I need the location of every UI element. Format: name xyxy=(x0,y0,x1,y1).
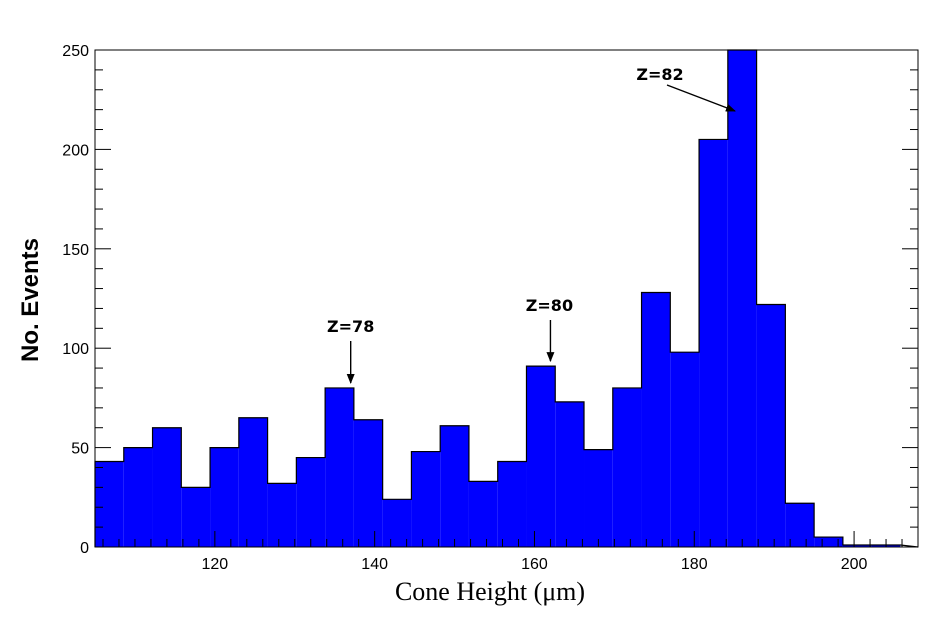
histogram-bar xyxy=(727,50,757,547)
histogram-bar xyxy=(152,427,182,547)
histogram-bar xyxy=(325,387,354,547)
y-tick-label: 0 xyxy=(80,540,89,557)
y-tick-label: 200 xyxy=(62,142,89,159)
histogram-bar xyxy=(123,447,153,547)
plot-frame xyxy=(94,49,919,548)
histogram-bar xyxy=(641,292,671,547)
x-tick-label: 200 xyxy=(841,556,868,573)
histogram-bar xyxy=(526,366,556,547)
histogram-bar xyxy=(584,449,613,547)
x-axis-label: Cone Height (μm) xyxy=(395,577,585,606)
annotations-group: Z=78 Z=80 Z=82 xyxy=(327,65,736,384)
histogram-bar xyxy=(267,483,297,547)
annotation-label: Z=80 xyxy=(526,296,573,315)
histogram-bar xyxy=(497,461,527,547)
histogram-bar xyxy=(756,304,786,547)
y-tick-label: 150 xyxy=(62,242,89,259)
x-tick-label: 160 xyxy=(521,556,548,573)
histogram-bar xyxy=(814,537,843,547)
annotation-label: Z=78 xyxy=(327,317,374,336)
y-tick-label: 250 xyxy=(62,43,89,60)
bars-group xyxy=(94,49,919,548)
x-tick-label: 140 xyxy=(361,556,388,573)
x-tick-label: 120 xyxy=(202,556,229,573)
histogram-bar xyxy=(842,545,872,547)
histogram-bar xyxy=(699,139,728,547)
histogram-bar xyxy=(670,352,700,547)
ticks-group: 0 50 100 150 200 250 120 140 160 180 200 xyxy=(62,43,919,573)
plot-border xyxy=(94,49,919,548)
histogram-outline xyxy=(94,49,919,548)
histogram-bar xyxy=(612,387,642,547)
histogram-bar xyxy=(440,425,469,547)
x-tick-label: 180 xyxy=(681,556,708,573)
histogram-bar xyxy=(468,481,498,547)
y-axis-label: No. Events xyxy=(17,238,44,362)
histogram-bar xyxy=(210,447,239,547)
histogram-bar xyxy=(555,401,585,547)
histogram-bar xyxy=(353,419,383,547)
histogram-bar xyxy=(95,461,124,547)
histogram-bar xyxy=(411,451,441,547)
histogram-bar xyxy=(238,417,268,547)
y-tick-label: 50 xyxy=(71,441,89,458)
histogram-bar xyxy=(296,457,326,547)
annotation-arrow xyxy=(666,84,736,112)
annotation-label: Z=82 xyxy=(636,65,683,84)
histogram-bar xyxy=(181,487,211,547)
y-tick-label: 100 xyxy=(62,341,89,358)
